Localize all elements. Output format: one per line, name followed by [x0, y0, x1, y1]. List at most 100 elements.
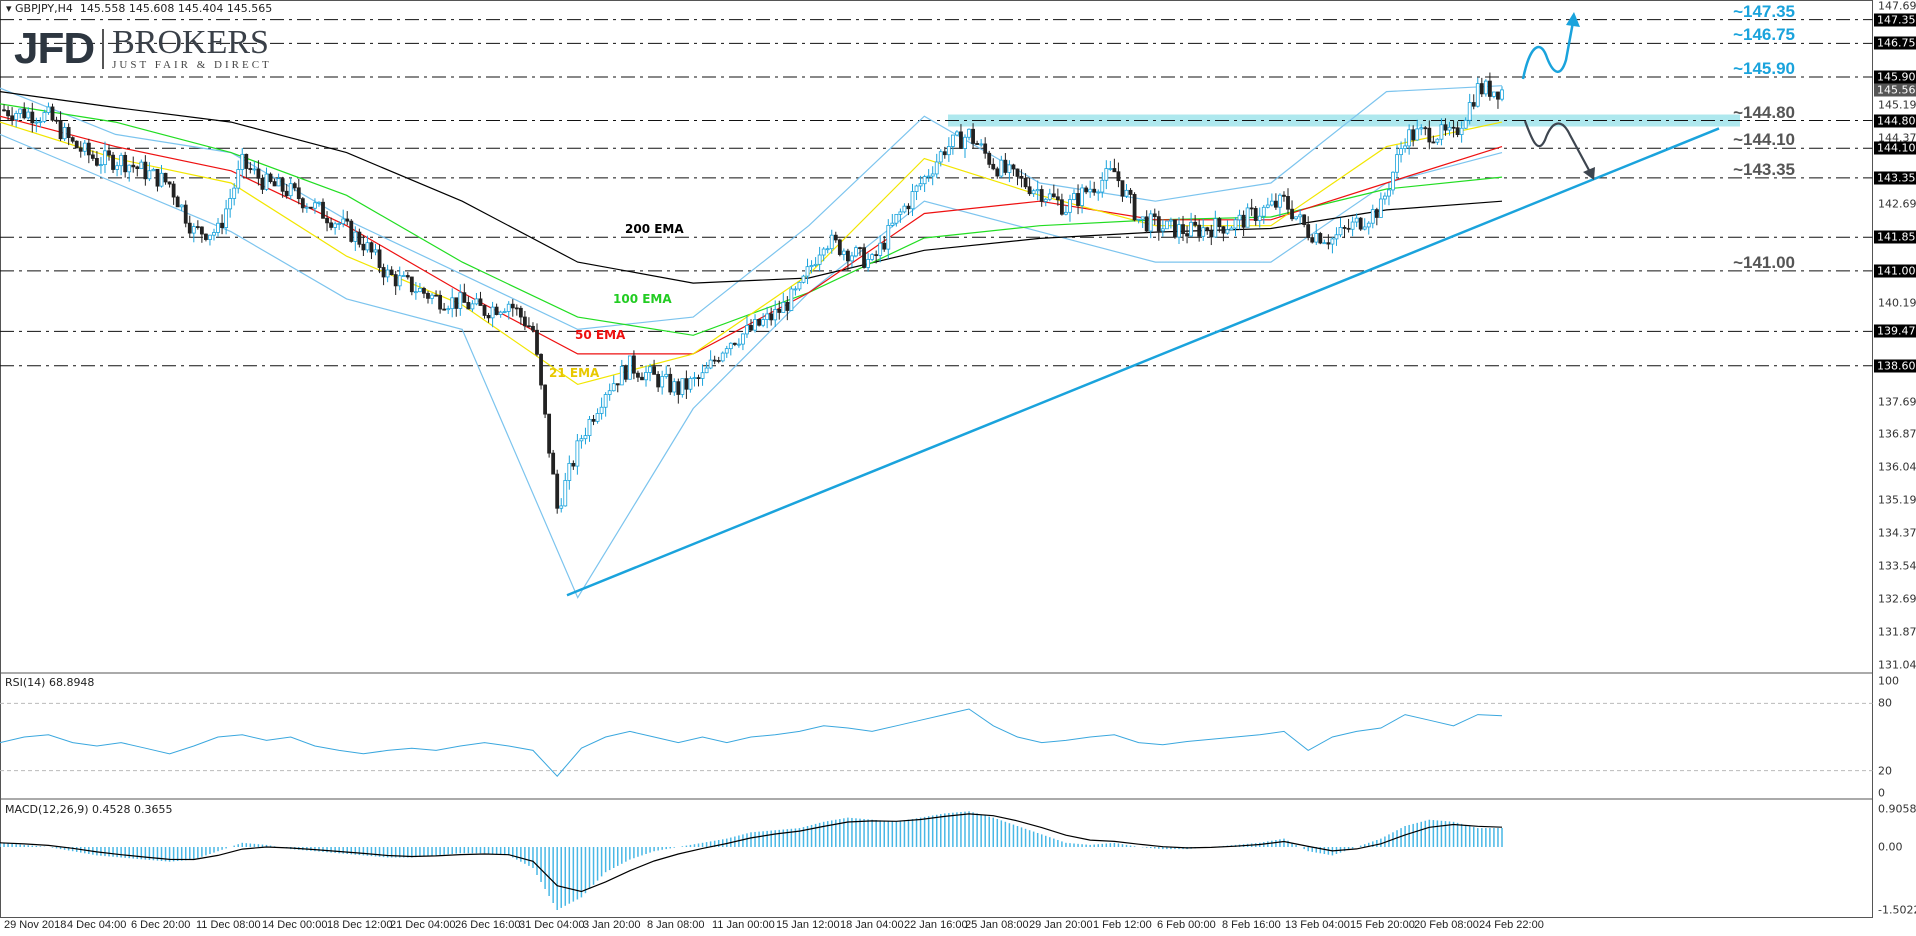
candle-body: [1019, 176, 1024, 179]
candle-body: [22, 108, 27, 119]
rsi-tick-label: 80: [1878, 696, 1892, 710]
candle-body: [1068, 199, 1072, 213]
candle-body: [640, 376, 644, 381]
candle-body: [292, 183, 297, 189]
dropdown-triangle-icon[interactable]: ▾: [6, 2, 16, 15]
candle-body: [769, 313, 774, 321]
x-tick-label: 22 Jan 16:00: [904, 919, 968, 931]
candle-body: [1193, 221, 1198, 226]
candle-body: [841, 250, 846, 255]
candle-body: [304, 206, 309, 209]
macd-signal-line: [0, 813, 1503, 893]
candle-body: [127, 164, 132, 173]
y-tick-label: 144.370: [1878, 131, 1916, 145]
candle-body: [236, 169, 241, 189]
x-tick-label: 3 Jan 20:00: [583, 919, 641, 931]
candle-body: [1354, 217, 1359, 223]
candle-body: [155, 168, 160, 187]
candle-body: [914, 185, 919, 192]
level-annotation: ~147.35: [1733, 1, 1795, 21]
level-price-box: 138.600: [1874, 359, 1916, 373]
candle-body: [781, 301, 786, 313]
candle-body: [191, 226, 196, 234]
x-tick-label: 1 Feb 12:00: [1093, 919, 1152, 931]
candle-body: [90, 154, 95, 159]
candle-body: [62, 127, 67, 140]
candle-body: [264, 173, 269, 190]
candle-body: [14, 113, 19, 120]
level-annotation: ~143.35: [1733, 159, 1795, 179]
candle-body: [385, 269, 390, 278]
candle-body: [926, 175, 931, 178]
candle-body: [918, 183, 923, 187]
candle-body: [1241, 214, 1246, 228]
candle-body: [950, 134, 955, 147]
candle-body: [1160, 228, 1165, 232]
candle-body: [470, 303, 475, 310]
candle-body: [579, 438, 584, 442]
candle-body: [1164, 220, 1169, 230]
candle-body: [1342, 227, 1347, 229]
x-tick-label: 24 Feb 22:00: [1479, 919, 1544, 931]
candle-body: [321, 201, 325, 219]
candle-body: [696, 377, 701, 379]
candle-body: [797, 281, 802, 290]
candle-body: [971, 128, 975, 144]
candle-body: [430, 294, 434, 299]
candle-body: [1463, 119, 1468, 129]
price-chart[interactable]: [0, 0, 1873, 918]
candle-body: [272, 181, 277, 187]
candle-body: [890, 222, 895, 226]
candle-body: [636, 372, 640, 378]
x-tick-label: 8 Jan 08:00: [647, 919, 705, 931]
candle-body: [1451, 126, 1456, 129]
candle-body: [30, 111, 35, 124]
candle-body: [224, 208, 229, 228]
y-tick-label: 133.545: [1878, 559, 1916, 573]
candle-body: [1120, 180, 1125, 197]
level-annotation: ~141.00: [1733, 252, 1795, 272]
candle-body: [58, 119, 63, 140]
candle-body: [1189, 221, 1194, 237]
candle-body: [1407, 129, 1412, 147]
symbol-header[interactable]: ▾ GBPJPY,H4 145.558 145.608 145.404 145.…: [6, 2, 272, 15]
candle-body: [1011, 164, 1016, 170]
candle-body: [163, 172, 168, 183]
candle-body: [1257, 215, 1262, 221]
candle-body: [337, 223, 342, 225]
candle-body: [34, 121, 39, 124]
y-tick-label: 147.695: [1878, 0, 1916, 13]
candle-body: [942, 151, 947, 156]
candle-body: [708, 359, 713, 369]
candle-body: [216, 222, 220, 233]
candle-body: [353, 231, 358, 242]
candle-body: [179, 204, 184, 208]
candle-body: [999, 159, 1004, 177]
candle-body: [1181, 224, 1185, 234]
candle-body: [183, 204, 188, 224]
candle-body: [26, 111, 31, 119]
candle-body: [1140, 216, 1145, 220]
candle-body: [438, 294, 443, 310]
candle-body: [450, 297, 455, 310]
candle-body: [724, 348, 729, 354]
macd-tick-label: 0.00: [1878, 840, 1903, 854]
candle-body: [866, 258, 870, 268]
candle-body: [1306, 224, 1311, 239]
candle-body: [761, 319, 766, 326]
y-tick-label: 136.045: [1878, 460, 1916, 474]
candle-body: [1213, 218, 1218, 238]
candle-body: [377, 249, 382, 268]
candle-body: [991, 163, 996, 170]
candle-body: [1031, 190, 1036, 195]
candle-body: [555, 473, 560, 509]
candle-body: [1314, 233, 1319, 243]
x-tick-label: 20 Feb 08:00: [1414, 919, 1479, 931]
y-tick-label: 136.870: [1878, 427, 1916, 441]
candle-body: [474, 298, 479, 305]
logo-tagline: JUST FAIR & DIRECT: [112, 59, 272, 71]
candle-body: [1278, 194, 1282, 208]
candle-body: [397, 275, 402, 287]
candle-body: [1225, 229, 1230, 234]
candle-body: [1265, 204, 1270, 208]
